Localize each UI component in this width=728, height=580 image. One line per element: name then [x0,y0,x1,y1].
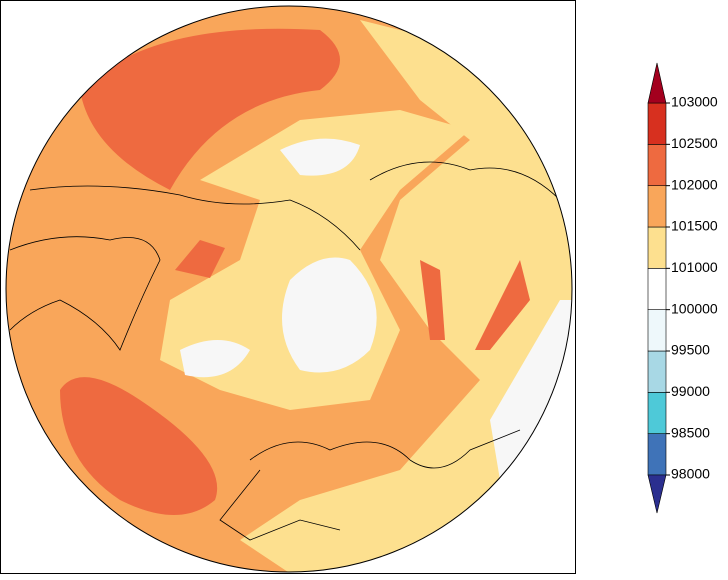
colorbar-bin [647,102,667,145]
map [5,5,573,573]
colorbar-tick-label: 101500 [671,218,718,234]
colorbar-tick-label: 98500 [671,424,710,440]
colorbar-tick-label: 98000 [671,466,710,482]
colorbar-tick-label: 100000 [671,300,718,316]
field-high [475,260,530,350]
colorbar-over [647,62,667,104]
colorbar-tick-label: 99500 [671,342,710,358]
colorbar-tick-label: 102500 [671,135,718,151]
colorbar-bin [647,392,667,434]
field-high [80,28,340,190]
colorbar-under [647,474,667,514]
colorbar-bin [647,350,667,393]
field-high [60,377,218,515]
field-light [160,110,470,410]
colorbar-bin [647,226,667,269]
colorbar-bin [647,144,667,186]
colorbar-bin [647,433,667,476]
colorbar-tick-label: 99000 [671,383,710,399]
map-outline [5,5,573,573]
colorbar-tick-label: 102000 [671,176,718,192]
colorbar-bin [647,309,667,352]
field-white [280,138,360,176]
colorbar-bin [647,268,667,310]
field-white [282,257,377,373]
coastlines [9,161,561,541]
colorbar: 98000 98500 99000 99500 100000 101000 101500 10… [647,62,718,514]
field-high [420,260,445,340]
field-white [180,340,250,378]
colorbar-bin [647,185,667,228]
colorbar-tick-label: 101000 [671,259,718,275]
field-high [175,240,225,278]
colorbar-tick-label: 103000 [671,94,718,110]
